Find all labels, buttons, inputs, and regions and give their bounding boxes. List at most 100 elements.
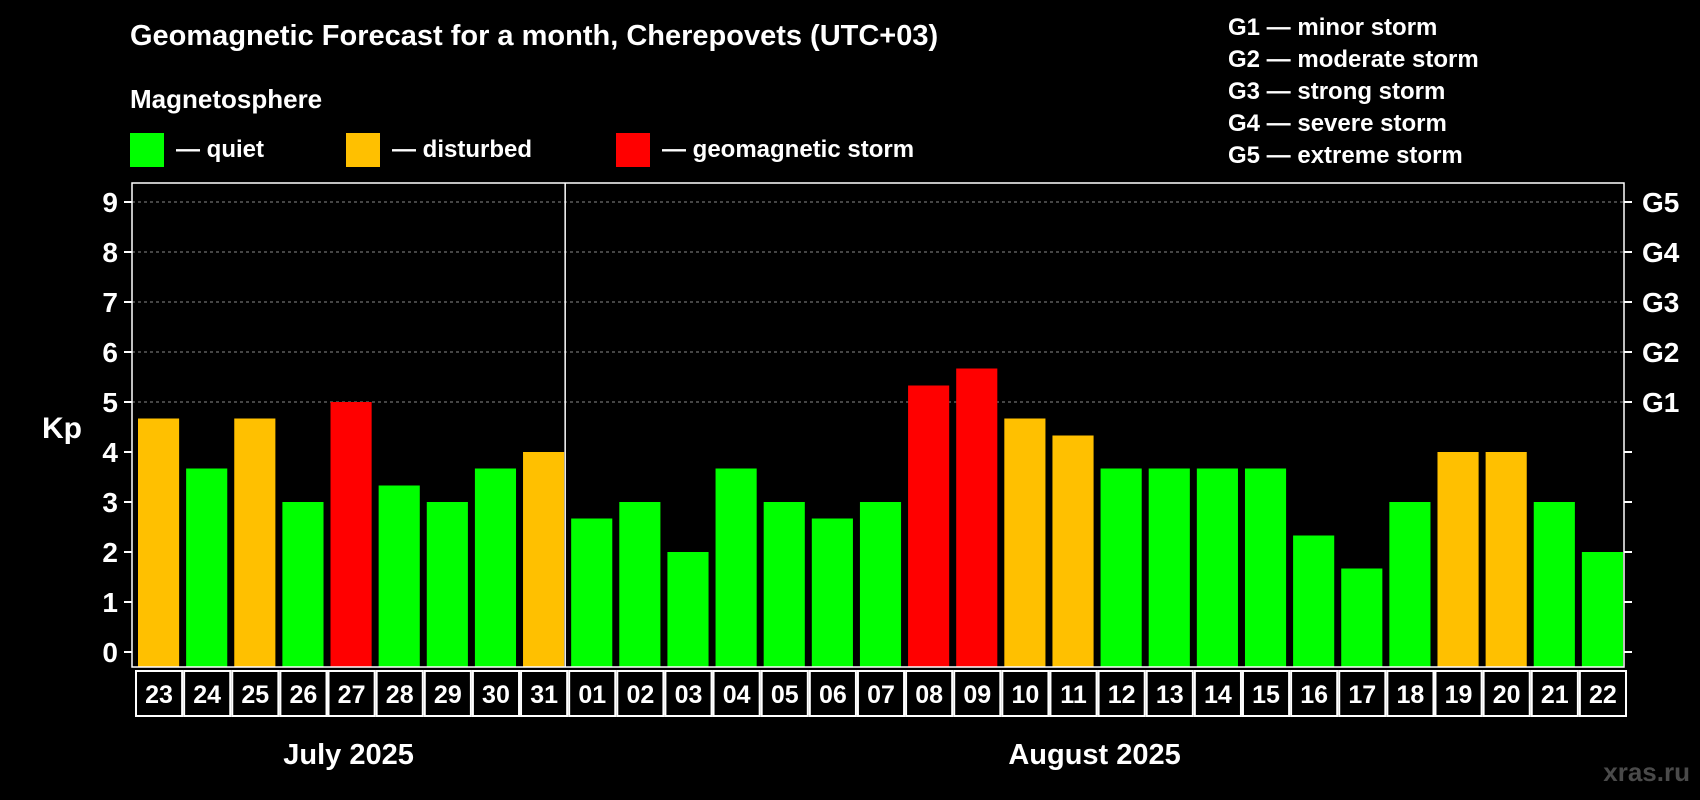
bar [330,402,372,667]
y-tick-label: 5 [102,387,118,418]
legend-heading: Magnetosphere [130,84,323,114]
day-label: 06 [819,681,847,709]
day-box [1049,670,1098,717]
day-label: 19 [1445,681,1473,709]
day-box [953,670,1002,717]
bar [234,418,276,667]
bar [956,368,998,667]
day-box [616,670,665,717]
day-box [231,670,280,717]
storm-scale-legend: G1 — minor storm G2 — moderate storm G3 … [1228,12,1479,172]
day-box [1290,670,1339,717]
day-label: 02 [626,681,654,709]
day-label: 27 [338,681,366,709]
bar [619,502,661,667]
month-label: July 2025 [283,739,414,771]
day-label: 16 [1300,681,1328,709]
bar [1389,502,1431,667]
day-label: 09 [963,681,991,709]
g2-legend-entry: G2 — moderate storm [1228,46,1479,73]
legend-swatch-quiet [130,133,164,167]
day-label: 13 [1156,681,1184,709]
day-label: 14 [1204,681,1232,709]
day-box [375,670,424,717]
watermark: xras.ru [1603,757,1690,787]
y-axis-label: Kp [42,412,82,445]
bar [1100,468,1142,667]
day-box [1530,670,1579,717]
bar [1485,452,1527,667]
day-box [1001,670,1050,717]
day-label: 31 [530,681,558,709]
bar [186,468,228,667]
day-label: 01 [578,681,606,709]
y-tick-label: 9 [102,187,118,218]
bar [282,502,324,667]
y-tick-label: 8 [102,237,118,268]
storm-level-label: G5 [1642,187,1679,218]
g1-legend-entry: G1 — minor storm [1228,14,1438,41]
day-box [183,670,232,717]
bar [859,502,902,667]
legend-quiet: — quiet [130,132,264,168]
day-box [1482,670,1531,717]
bar [667,552,709,667]
day-box [905,670,954,717]
storm-level-label: G3 [1642,287,1679,318]
day-box [1097,670,1146,717]
y-tick-label: 2 [102,537,118,568]
g3-legend-entry: G3 — strong storm [1228,78,1446,105]
day-label: 30 [482,681,510,709]
day-box [568,670,617,717]
bar [426,502,468,667]
day-box [664,670,713,717]
day-box [423,670,472,717]
y-tick-label: 0 [102,637,118,668]
bar [378,485,420,667]
day-label: 08 [915,681,943,709]
day-label: 22 [1589,681,1617,709]
day-label: 26 [290,681,318,709]
bar [1437,452,1479,667]
bar [138,418,180,667]
day-label: 20 [1493,681,1521,709]
day-label: 28 [386,681,414,709]
bar [1052,435,1094,667]
day-box [1434,670,1483,717]
day-box [1578,670,1628,717]
day-box [1386,670,1435,717]
bar [811,518,853,667]
g4-legend-entry: G4 — severe storm [1228,110,1447,137]
storm-level-label: G1 [1642,387,1679,418]
y-tick-label: 7 [102,287,118,318]
day-box [1193,670,1242,717]
bar [763,502,805,667]
day-box [760,670,809,717]
day-label: 29 [434,681,462,709]
legend-storm: — geomagnetic storm [616,132,914,168]
day-label: 07 [867,681,895,709]
day-label: 10 [1011,681,1039,709]
y-tick-label: 4 [102,437,118,468]
storm-level-label: G2 [1642,337,1679,368]
y-tick-label: 6 [102,337,118,368]
day-label: 11 [1060,681,1087,709]
legend-label-disturbed: — disturbed [392,136,533,163]
day-label: 18 [1397,681,1425,709]
day-label: 12 [1108,681,1136,709]
day-box [135,670,184,717]
legend-label-storm: — geomagnetic storm [662,136,915,163]
day-label: 21 [1541,681,1569,709]
day-label: 04 [723,681,751,709]
day-box [279,670,328,717]
chart-title: Geomagnetic Forecast for a month, Cherep… [130,20,939,52]
day-label: 24 [193,681,221,709]
bar [715,468,757,667]
bar [1581,552,1623,667]
bar [908,385,950,667]
day-label: 15 [1252,681,1280,709]
y-tick-label: 1 [102,587,118,618]
bar [474,468,517,667]
day-label: 17 [1348,681,1376,709]
